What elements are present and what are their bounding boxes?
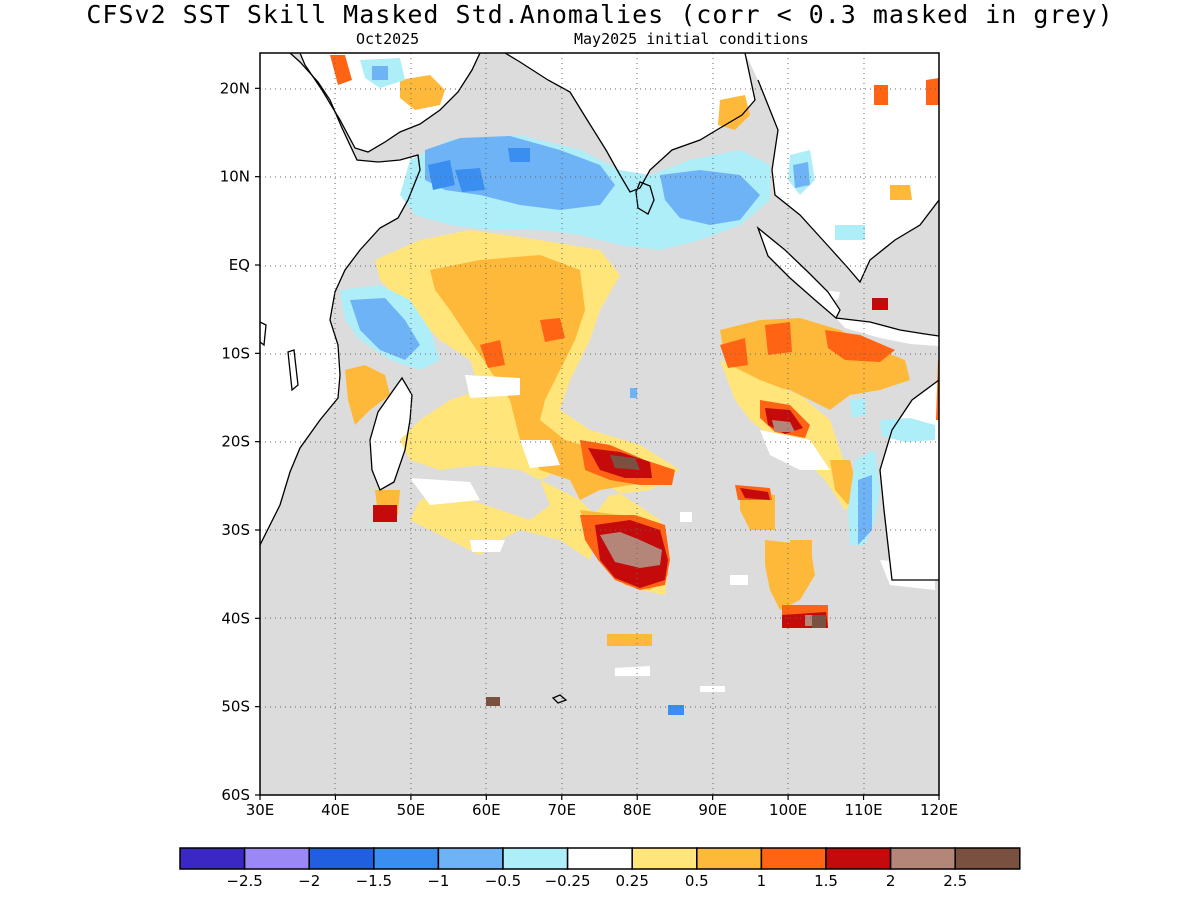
colorbar-swatch xyxy=(954,847,1021,870)
colorbar-swatch xyxy=(696,847,763,870)
africa-land xyxy=(260,53,420,545)
x-tick-label: 100E xyxy=(769,801,807,819)
y-tick-label: 30S xyxy=(221,521,250,539)
y-tick-label: 20N xyxy=(220,79,250,97)
colorbar-swatch xyxy=(308,847,375,870)
y-tick-label: 10S xyxy=(221,344,250,362)
colorbar-label: −1.5 xyxy=(356,872,392,890)
colorbar-swatch xyxy=(373,847,440,870)
cool-anomalies xyxy=(340,58,935,715)
x-tick-label: 80E xyxy=(623,801,652,819)
y-tick-label: EQ xyxy=(229,256,250,274)
india-land xyxy=(505,53,755,192)
colorbar-label: 2.5 xyxy=(943,872,967,890)
warm-anomalies xyxy=(330,55,939,706)
x-tick-label: 50E xyxy=(397,801,426,819)
chart-title: CFSv2 SST Skill Masked Std.Anomalies (co… xyxy=(86,0,1114,29)
x-tick-label: 120E xyxy=(920,801,958,819)
x-tick-label: 60E xyxy=(472,801,501,819)
map-frame xyxy=(259,52,940,796)
grid-lines xyxy=(260,53,939,795)
colorbar-label: 1 xyxy=(757,872,767,890)
y-axis: 20N 10N EQ 10S 20S 30S 40S 50S 60S xyxy=(220,79,260,804)
sumatra-land xyxy=(758,228,840,318)
x-tick-label: 90E xyxy=(698,801,727,819)
colorbar-label: −0.25 xyxy=(545,872,591,890)
colorbar-swatch xyxy=(825,847,892,870)
colorbar-label: −2.5 xyxy=(226,872,262,890)
y-tick-label: 60S xyxy=(221,786,250,804)
colorbar-label: −1 xyxy=(427,872,449,890)
colorbar-label: 0.5 xyxy=(685,872,709,890)
colorbar-swatch xyxy=(502,847,569,870)
colorbar-label: 0.25 xyxy=(615,872,648,890)
map-plot xyxy=(260,53,939,795)
colorbar-swatch xyxy=(243,847,310,870)
colorbar-label: −2 xyxy=(298,872,320,890)
colorbar-swatch xyxy=(631,847,698,870)
madagascar-land xyxy=(370,378,412,490)
colorbar-label: 2 xyxy=(886,872,896,890)
colorbar-swatch xyxy=(760,847,827,870)
southeast-asia-land xyxy=(745,53,939,282)
x-tick-label: 110E xyxy=(845,801,883,819)
x-tick-label: 40E xyxy=(321,801,350,819)
near-zero-regions xyxy=(410,290,935,692)
colorbar-swatch xyxy=(889,847,956,870)
x-tick-label: 70E xyxy=(547,801,576,819)
colorbar-swatch xyxy=(179,847,246,870)
colorbar-swatch xyxy=(566,847,633,870)
colorbar: −2.5 −2 −1.5 −1 −0.5 −0.25 0.25 0.5 1 1.5 2 2.5 xyxy=(179,847,1021,890)
coastlines xyxy=(260,53,939,704)
x-tick-label: 30E xyxy=(246,801,275,819)
y-tick-label: 50S xyxy=(221,698,250,716)
y-tick-label: 20S xyxy=(221,433,250,451)
colorbar-label: −0.5 xyxy=(485,872,521,890)
x-axis: 30E 40E 50E 60E 70E 80E 90E 100E 110E 120E xyxy=(246,795,958,819)
colorbar-label: 1.5 xyxy=(814,872,838,890)
java-land xyxy=(836,318,939,346)
initial-conditions-label: May2025 initial conditions xyxy=(574,30,809,48)
forecast-month-label: Oct2025 xyxy=(356,30,420,48)
colorbar-swatch xyxy=(437,847,504,870)
y-tick-label: 10N xyxy=(220,168,250,186)
y-tick-label: 40S xyxy=(221,609,250,627)
